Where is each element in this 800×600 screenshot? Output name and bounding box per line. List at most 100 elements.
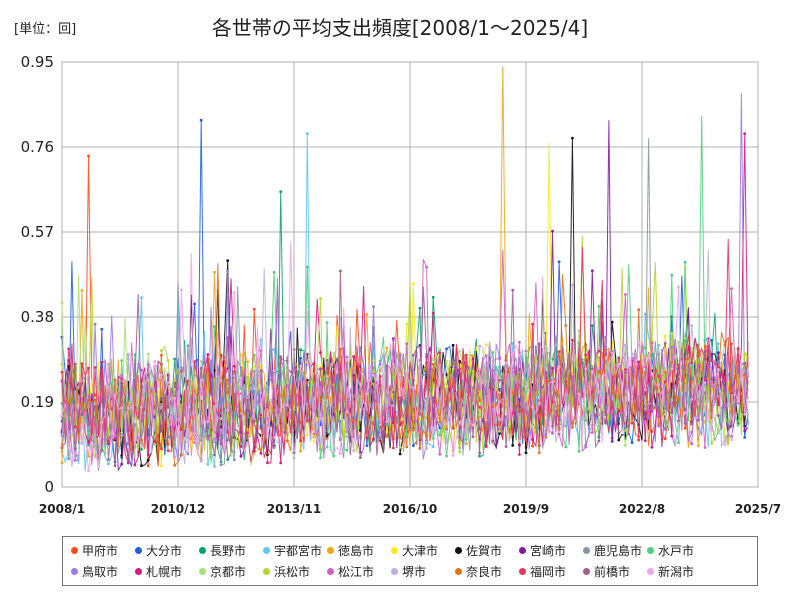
series-point xyxy=(518,419,521,423)
series-point xyxy=(67,400,70,404)
series-point xyxy=(179,366,183,369)
series-point xyxy=(458,420,462,424)
series-point xyxy=(385,435,389,438)
series-point xyxy=(80,397,84,401)
series-point xyxy=(100,420,104,424)
series-point xyxy=(358,371,362,374)
series-point xyxy=(173,463,177,467)
series-point xyxy=(557,432,561,436)
series-point xyxy=(518,354,521,358)
chart-legend: 甲府市 大分市 長野市 宇都宮市 徳島市 大津市 佐賀市 宮崎市 鹿児島市 水戸市 鳥取市 札幌市 京都… xyxy=(62,536,758,586)
series-point xyxy=(266,461,269,465)
series-point xyxy=(73,425,77,429)
series-point xyxy=(385,430,389,433)
series-point xyxy=(411,282,415,285)
series-point xyxy=(498,357,501,361)
series-point xyxy=(511,288,515,292)
series-point xyxy=(696,354,700,358)
series-point xyxy=(239,414,243,418)
series-point xyxy=(670,434,674,438)
series-point xyxy=(319,368,322,371)
series-point xyxy=(657,374,660,378)
series-point xyxy=(219,442,223,446)
series-point xyxy=(703,381,707,384)
series-point xyxy=(597,366,601,370)
series-point xyxy=(160,396,163,400)
x-tick-label: 2025/7 xyxy=(735,502,781,516)
series-point xyxy=(179,369,183,373)
series-point xyxy=(305,360,309,364)
series-point xyxy=(743,362,747,365)
series-point xyxy=(398,387,402,391)
series-point xyxy=(597,380,601,384)
series-point xyxy=(590,365,594,368)
series-point xyxy=(120,375,124,379)
series-point xyxy=(663,334,667,338)
series-point xyxy=(451,343,455,347)
series-point xyxy=(677,441,680,445)
series-point xyxy=(670,332,674,335)
series-point xyxy=(683,421,687,425)
series-point xyxy=(498,417,501,421)
series-point xyxy=(378,375,382,378)
legend-item: 京都市 xyxy=(199,561,263,582)
series-point xyxy=(232,374,236,378)
series-point xyxy=(272,411,276,415)
legend-marker xyxy=(327,547,334,554)
y-tick-label: 0.95 xyxy=(21,53,54,71)
series-point xyxy=(166,424,170,428)
series-point xyxy=(411,353,415,357)
series-point xyxy=(299,449,302,453)
series-point xyxy=(716,368,720,371)
legend-label: 福岡市 xyxy=(530,565,567,579)
series-point xyxy=(438,363,442,367)
series-point xyxy=(438,359,442,362)
series-point xyxy=(418,361,422,364)
series-point xyxy=(279,421,283,425)
legend-marker xyxy=(71,547,78,554)
series-point xyxy=(405,342,409,346)
series-point xyxy=(372,373,375,377)
series-point xyxy=(511,444,515,447)
series-point xyxy=(491,351,495,354)
series-point xyxy=(425,447,428,450)
series-point xyxy=(597,439,601,443)
series-point xyxy=(206,420,210,424)
legend-marker xyxy=(71,568,78,575)
series-point xyxy=(252,365,256,369)
series-point xyxy=(378,362,382,366)
series-point xyxy=(650,372,654,376)
series-point xyxy=(617,438,621,442)
series-point xyxy=(107,458,110,461)
series-point xyxy=(266,385,269,389)
series-point xyxy=(663,437,667,440)
series-point xyxy=(650,341,654,345)
series-point xyxy=(358,382,362,386)
series-point xyxy=(531,444,534,448)
series-point xyxy=(637,360,641,364)
series-point xyxy=(498,393,501,397)
series-point xyxy=(571,416,574,420)
series-point xyxy=(352,416,356,419)
series-point xyxy=(305,433,309,437)
series-point xyxy=(730,410,733,413)
series-point xyxy=(325,374,329,378)
legend-label: 大分市 xyxy=(146,544,183,558)
series-point xyxy=(551,372,554,376)
y-unit-label: [単位：回] xyxy=(14,22,77,37)
legend-item: 長野市 xyxy=(199,540,263,561)
series-point xyxy=(683,368,687,372)
series-point xyxy=(531,425,534,429)
series-point xyxy=(458,367,462,371)
series-point xyxy=(716,342,720,345)
series-point xyxy=(60,362,64,366)
series-point xyxy=(405,445,409,449)
legend-item: 札幌市 xyxy=(135,561,199,582)
series-point xyxy=(484,392,488,396)
series-point xyxy=(113,378,117,382)
series-point xyxy=(544,433,548,437)
series-point xyxy=(146,373,150,377)
series-point xyxy=(206,435,210,438)
legend-marker xyxy=(519,568,526,575)
series-point xyxy=(246,398,250,402)
